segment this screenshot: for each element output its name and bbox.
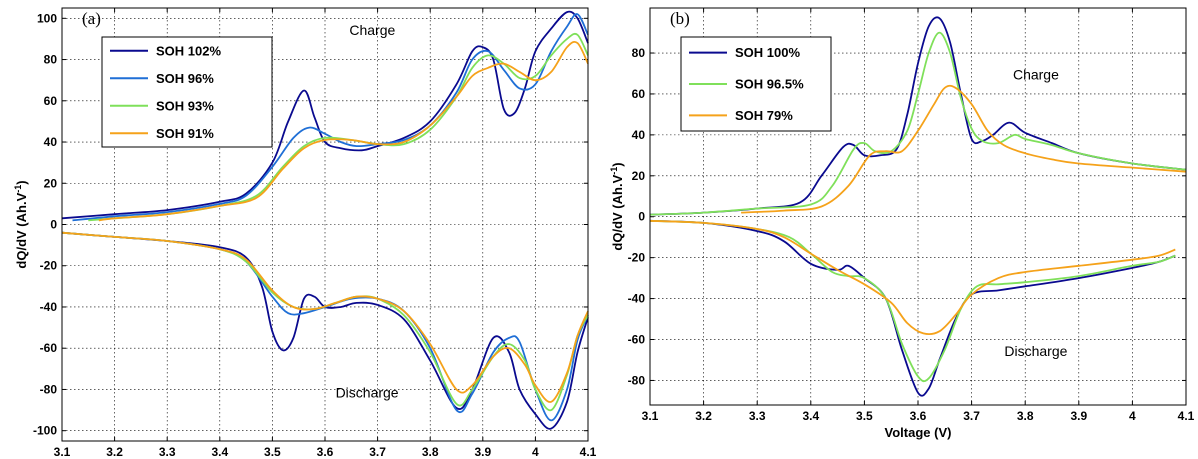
x-tick-label: 3.3	[159, 445, 176, 459]
panel-label: (b)	[670, 9, 690, 28]
y-axis-label: dQ/dV (Ah.V-1)	[13, 180, 29, 268]
y-tick-label: 80	[44, 53, 58, 67]
legend-entry: SOH 96.5%	[735, 77, 804, 92]
y-tick-label: 60	[44, 94, 58, 108]
chart-panel-1: 3.1 3.2 3.3 3.4 3.5 3.6 3.7 3.8 3.9 4 4.1 100 80 60 40…	[13, 7, 597, 459]
y-axis-label-end: )	[610, 162, 625, 166]
x-tick-label: 3.2	[695, 409, 712, 423]
series-line-charge	[649, 16, 1187, 216]
y-tick-label: -100	[33, 424, 57, 438]
x-tick-label: 3.1	[642, 409, 659, 423]
legend: SOH 100% SOH 96.5% SOH 79%	[680, 36, 832, 132]
x-axis-label: Voltage (V)	[885, 425, 952, 440]
x-tick-label: 4	[1129, 409, 1136, 423]
y-tick-label: -60	[628, 333, 646, 347]
annotation: Discharge	[336, 385, 399, 401]
legend-entry: SOH 79%	[735, 108, 793, 123]
y-tick-label: 0	[50, 218, 57, 232]
series-line-charge	[649, 31, 1187, 216]
x-tick-label: 4.1	[1178, 409, 1195, 423]
y-tick-label: 100	[37, 11, 57, 25]
x-tick-label: 3.9	[474, 445, 491, 459]
series-line-charge	[741, 84, 1187, 214]
y-tick-label: 0	[638, 210, 645, 224]
y-axis-label-superscript: -1	[609, 167, 619, 175]
x-tick-label: 3.4	[211, 445, 228, 459]
y-tick-label: -80	[628, 373, 646, 387]
legend-entry: SOH 96%	[156, 71, 214, 86]
x-tick-label: 4	[532, 445, 539, 459]
legend-entry: SOH 102%	[156, 43, 221, 58]
y-tick-label: 60	[632, 87, 646, 101]
y-tick-label: 40	[44, 135, 58, 149]
chart-panel-2: 3.1 3.2 3.3 3.4 3.5 3.6 3.7 3.8 3.9 4 4.1 80 60 40 20 0…	[609, 7, 1195, 440]
series-line-discharge	[649, 219, 1176, 397]
y-tick-label: -80	[40, 382, 58, 396]
y-tick-label: 20	[44, 176, 58, 190]
annotation: Discharge	[1004, 343, 1067, 359]
series-line-charge	[98, 40, 589, 222]
legend-box	[101, 36, 273, 148]
x-tick-label: 3.1	[54, 445, 71, 459]
legend-entry: SOH 91%	[156, 126, 214, 141]
axes-frame	[649, 7, 1187, 406]
y-tick-label: -40	[628, 292, 646, 306]
legend-entry: SOH 93%	[156, 98, 214, 113]
x-tick-label: 3.8	[422, 445, 439, 459]
x-tick-label: 3.7	[369, 445, 386, 459]
y-tick-label: -20	[628, 251, 646, 265]
y-axis-label-main: dQ/dV (Ah.V	[14, 192, 29, 268]
series-line-charge	[61, 10, 589, 220]
y-tick-label: -40	[40, 300, 58, 314]
legend-entry: SOH 100%	[735, 45, 800, 60]
x-tick-label: 3.2	[106, 445, 123, 459]
x-tick-label: 3.3	[749, 409, 766, 423]
annotation: Charge	[1013, 67, 1059, 83]
x-tick-label: 3.7	[963, 409, 980, 423]
x-tick-label: 3.6	[317, 445, 334, 459]
x-tick-label: 3.6	[910, 409, 927, 423]
x-tick-label: 4.1	[580, 445, 597, 459]
axes-frame	[61, 7, 589, 442]
y-tick-label: 20	[632, 169, 646, 183]
legend: SOH 102% SOH 96% SOH 93% SOH 91%	[101, 36, 273, 148]
y-tick-label: 40	[632, 128, 646, 142]
x-tick-label: 3.4	[802, 409, 819, 423]
y-axis-label-superscript: -1	[13, 185, 23, 193]
annotation: Charge	[349, 22, 395, 38]
series-line-discharge	[649, 219, 1176, 383]
y-tick-label: -60	[40, 341, 58, 355]
x-tick-label: 3.9	[1070, 409, 1087, 423]
y-tick-label: 80	[632, 46, 646, 60]
panel-label: (a)	[82, 9, 101, 28]
x-tick-label: 3.5	[264, 445, 281, 459]
series-line-discharge	[61, 231, 589, 403]
y-axis-label-end: )	[14, 180, 29, 184]
series-line-discharge	[61, 231, 589, 412]
x-tick-label: 3.5	[856, 409, 873, 423]
y-axis-label-main: dQ/dV (Ah.V	[610, 174, 625, 250]
x-tick-label: 3.8	[1017, 409, 1034, 423]
y-axis-label: dQ/dV (Ah.V-1)	[609, 162, 625, 250]
y-tick-label: -20	[40, 259, 58, 273]
series-line-discharge	[649, 219, 1176, 336]
series-line-charge	[72, 13, 589, 222]
